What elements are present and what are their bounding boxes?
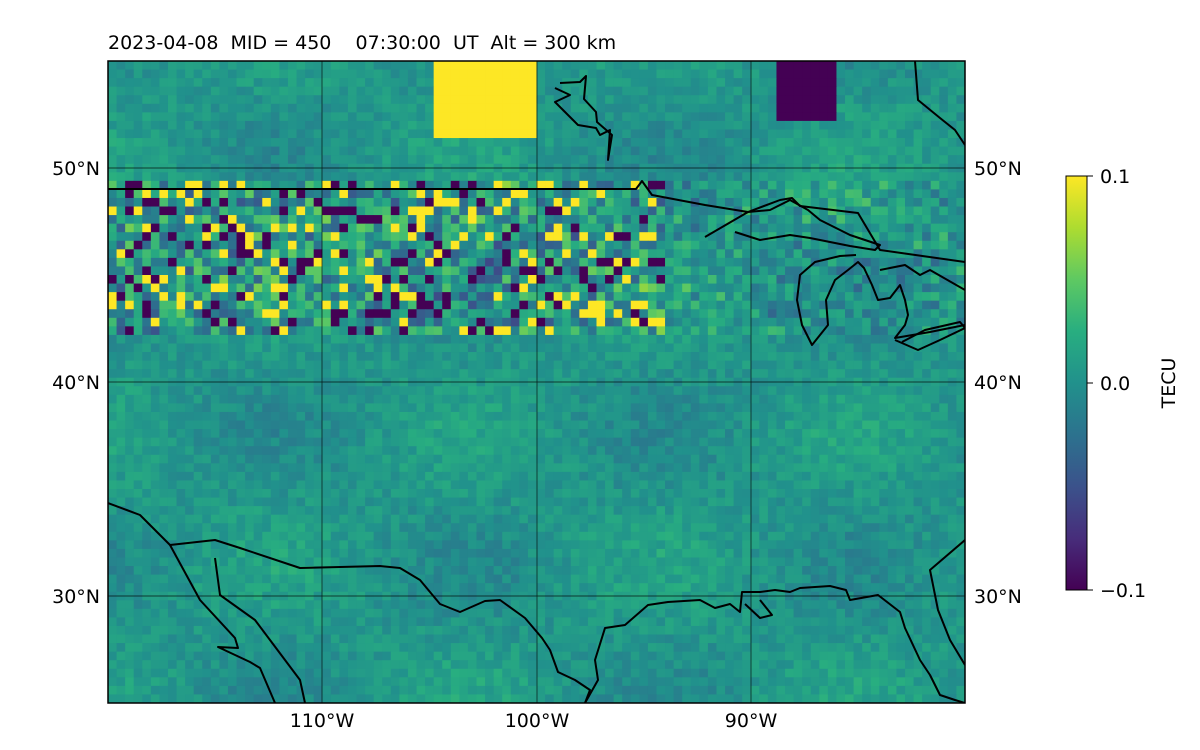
colorbar-tick-min: −0.1 [1100,580,1146,602]
lat-label-30-left: 30°N [52,586,100,608]
colorbar-label: TECU [1158,358,1180,410]
hudson-bay-coast [554,75,613,161]
us-canada-border [108,180,965,263]
lon-label-110w: 110°W [290,710,355,732]
colorbar-tick-zero: 0.0 [1100,373,1130,395]
colorbar: 0.1 0.0 −0.1 TECU [1065,166,1180,602]
hudson-bay-east-coast [914,61,965,146]
map-frame [107,60,966,704]
graticule [108,61,965,703]
georgian-bay [879,264,965,291]
lat-label-50-left: 50°N [52,158,100,180]
colorbar-gradient [1065,175,1088,591]
gulf-coast-us [584,585,965,703]
map-area [108,61,965,703]
lakes-erie-ontario [894,321,965,351]
mississippi-delta [744,599,773,619]
lon-label-90w: 90°W [725,710,778,732]
lat-label-40-left: 40°N [52,372,100,394]
florida-atlantic-coast [929,539,965,666]
lake-superior [704,199,881,251]
coastlines [108,61,965,703]
colorbar-tick-max: 0.1 [1100,166,1130,188]
tec-field [108,61,965,703]
gulf-of-california [214,557,306,703]
baja-california [169,544,276,703]
us-mexico-border-pacific [108,502,591,703]
lat-label-40-right: 40°N [974,372,1022,394]
map-title: 2023-04-08 MID = 450 07:30:00 UT Alt = 3… [108,32,616,54]
lat-label-50-right: 50°N [974,158,1022,180]
lake-michigan-huron [796,254,965,346]
lon-label-100w: 100°W [505,710,570,732]
lat-label-30-right: 30°N [974,586,1022,608]
